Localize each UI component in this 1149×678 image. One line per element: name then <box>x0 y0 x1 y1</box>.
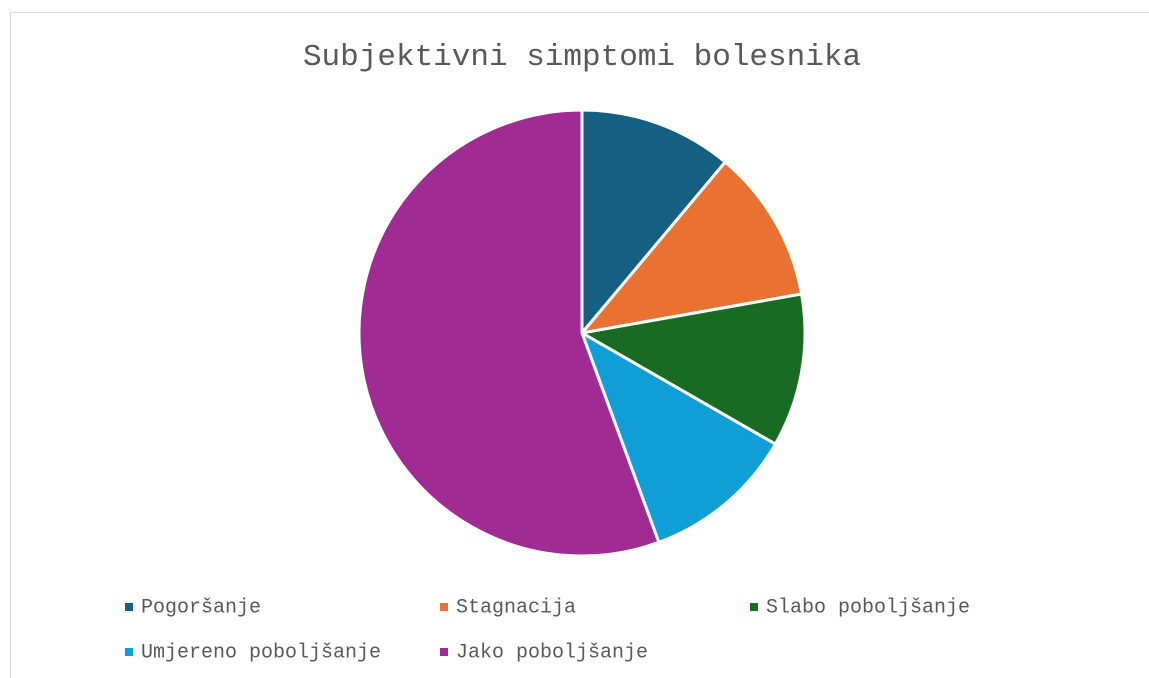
legend-marker <box>750 603 758 611</box>
legend-label: Slabo poboljšanje <box>766 596 970 619</box>
pie-slice <box>357 108 661 558</box>
legend-marker <box>440 603 448 611</box>
legend-label: Stagnacija <box>456 596 576 619</box>
legend-label: Jako poboljšanje <box>456 641 648 664</box>
legend-marker <box>440 648 448 656</box>
legend-marker <box>125 648 133 656</box>
legend-label: Pogoršanje <box>141 596 261 619</box>
legend-label: Umjereno poboljšanje <box>141 641 381 664</box>
pie-slice <box>580 108 727 335</box>
legend-marker <box>125 603 133 611</box>
pie-slice <box>580 331 777 544</box>
pie-slice <box>580 292 807 446</box>
pie-slice <box>580 160 804 335</box>
chart-title: Subjektivni simptomi bolesnika <box>303 40 861 75</box>
